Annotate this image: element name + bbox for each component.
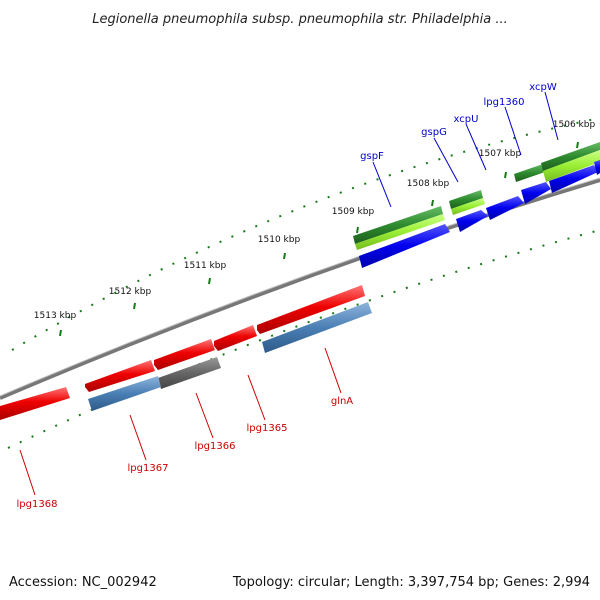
major-ticks [59, 141, 579, 337]
leader-line [504, 106, 522, 156]
leader-line [372, 161, 392, 208]
forward-gene-labels: xcpW lpg1360 xcpU gspG gspF [360, 82, 559, 208]
gene-label-lpg1368[interactable]: lpg1368 [17, 499, 58, 510]
scale-label: 1511 kbp [184, 261, 227, 271]
gene-label-lpg1367[interactable]: lpg1367 [128, 463, 169, 474]
major-tick [133, 302, 136, 310]
genome-backbone-highlight [0, 177, 600, 397]
scale-label: 1507 kbp [479, 149, 522, 159]
map-title: Legionella pneumophila subsp. pneumophil… [92, 12, 508, 27]
leader-line [195, 392, 214, 439]
feature-lpg1365-gene[interactable] [214, 325, 257, 351]
gene-label-gspG[interactable]: gspG [421, 127, 447, 138]
scale-label: 1509 kbp [332, 207, 375, 217]
leader-line [465, 123, 487, 171]
major-tick [356, 226, 359, 234]
leader-line [544, 91, 559, 141]
feature-gspF-outer[interactable] [353, 206, 443, 244]
feature-lpg1366-cds[interactable] [158, 357, 221, 389]
gene-label-lpg1366[interactable]: lpg1366 [195, 441, 236, 452]
major-tick [59, 329, 62, 337]
feature-gspG-cds[interactable] [456, 210, 488, 232]
gene-label-lpg1360[interactable]: lpg1360 [484, 97, 525, 108]
scale-label: 1512 kbp [109, 287, 152, 297]
leader-line [433, 137, 459, 183]
gene-label-lpg1365[interactable]: lpg1365 [247, 423, 288, 434]
reverse-gene-labels: glnA lpg1365 lpg1366 lpg1367 lpg1368 [17, 347, 353, 510]
inner-tick-ring [7, 229, 600, 449]
topology-summary: Topology: circular; Length: 3,397,754 bp… [232, 575, 590, 590]
feature-glnA-gene[interactable] [257, 285, 365, 334]
feature-xcpU-cds[interactable] [486, 196, 524, 220]
scale-label: 1508 kbp [407, 179, 450, 189]
feature-gspG-outer[interactable] [449, 190, 483, 209]
gene-label-glnA[interactable]: glnA [331, 396, 353, 407]
leader-line [247, 374, 266, 421]
leader-line [129, 414, 147, 461]
gene-label-xcpW[interactable]: xcpW [529, 82, 557, 93]
scale-label: 1513 kbp [34, 311, 77, 321]
feature-xcpW-outer[interactable] [541, 142, 600, 171]
feature-xcpW-cds[interactable] [549, 165, 598, 193]
feature-lpg1360-cds[interactable] [521, 182, 551, 204]
feature-lpg1360-outer[interactable] [514, 164, 545, 182]
accession-text: Accession: NC_002942 [9, 575, 157, 590]
feature-gspF-inner[interactable] [355, 214, 445, 250]
major-tick [504, 171, 507, 179]
feature-lpg1367-cds[interactable] [88, 376, 161, 411]
leader-line [19, 449, 36, 496]
major-tick [283, 252, 286, 260]
scale-label: 1506 kbp [553, 120, 596, 130]
feature-next-cds[interactable] [594, 160, 600, 175]
forward-features [353, 142, 600, 268]
genome-backbone [0, 178, 600, 400]
feature-gspF-cds[interactable] [359, 224, 450, 268]
leader-line [324, 347, 342, 394]
feature-lpg1366-gene[interactable] [154, 339, 215, 370]
reverse-features [0, 285, 372, 420]
feature-lpg1368-gene[interactable] [0, 387, 70, 420]
feature-glnA-cds[interactable] [262, 302, 372, 353]
gene-label-gspF[interactable]: gspF [360, 151, 384, 162]
scale-label: 1510 kbp [258, 235, 301, 245]
major-tick [208, 277, 211, 285]
major-tick [431, 199, 434, 207]
gene-label-xcpU[interactable]: xcpU [454, 114, 479, 125]
feature-lpg1367-gene[interactable] [85, 360, 155, 392]
feature-gspG-inner[interactable] [451, 198, 485, 215]
feature-xcpW-inner[interactable] [543, 150, 600, 182]
major-tick [576, 141, 579, 149]
